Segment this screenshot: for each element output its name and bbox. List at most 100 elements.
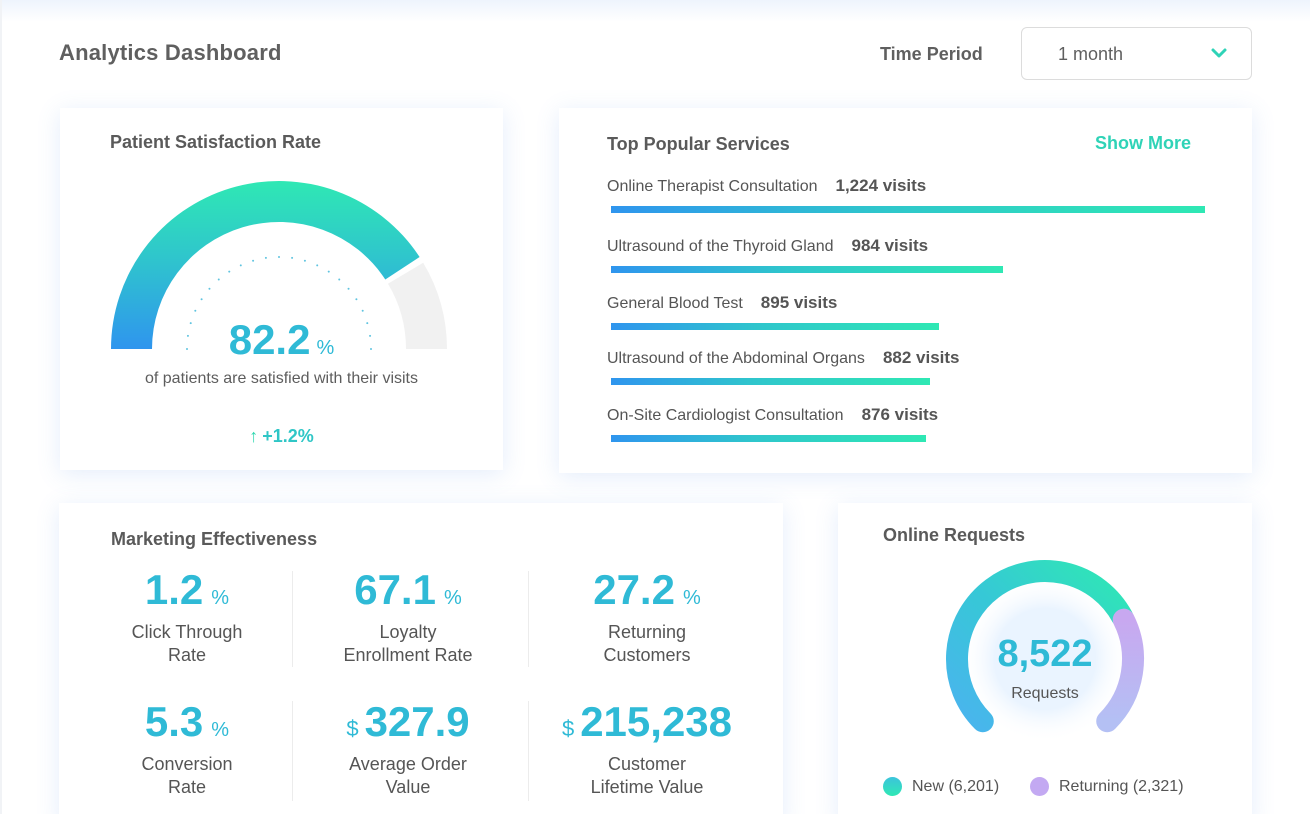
gauge-dot	[278, 256, 280, 258]
gauge-dot	[361, 309, 364, 312]
donut-segment-new	[946, 560, 1134, 733]
metric-value: 67.1	[354, 566, 436, 613]
gauge-dot	[252, 259, 255, 262]
gauge-dot	[316, 264, 319, 267]
metric-label: Rate	[167, 777, 207, 797]
service-bar	[611, 435, 926, 442]
satisfaction-change-value: +1.2%	[262, 426, 314, 446]
metric-value: 5.3	[144, 698, 204, 745]
divider	[528, 701, 529, 801]
service-visits: 895 visits	[760, 293, 838, 312]
satisfaction-value: 82.2%	[60, 316, 503, 364]
service-row: General Blood Test 895 visits	[607, 293, 1207, 330]
donut-glow	[961, 575, 1129, 743]
metric-label: Loyalty	[379, 622, 437, 642]
legend-item-new: New (6,201)	[883, 777, 999, 796]
requests-total: 8,522	[997, 633, 1093, 675]
service-bar	[611, 378, 930, 385]
card-title: Marketing Effectiveness	[111, 529, 318, 549]
top-shadow	[0, 0, 1310, 22]
gauge-dot	[369, 334, 372, 337]
gauge-dot	[303, 259, 306, 262]
metric-label: Customers	[603, 645, 691, 665]
metric-unit: %	[211, 719, 230, 741]
legend-dot-new	[883, 777, 902, 796]
metric-label: Returning	[607, 622, 687, 642]
metric-label: Conversion	[141, 754, 233, 774]
gauge-dot	[189, 322, 192, 325]
metric-currency: $	[346, 716, 359, 741]
legend-label: New (6,201)	[912, 777, 1000, 795]
metric-value: 327.9	[364, 698, 470, 745]
metric-currency: $	[561, 716, 575, 741]
service-bar	[611, 206, 1205, 213]
patient-satisfaction-card: Patient Satisfaction Rate 82.2% of patie…	[60, 108, 503, 470]
metric-value: 1.2	[144, 566, 204, 613]
show-more-link[interactable]: Show More	[1095, 133, 1192, 153]
service-bar	[611, 323, 939, 330]
arrow-up-icon: ↑	[249, 426, 259, 446]
metric-customer-lifetime-value: $215,238 Customer Lifetime Value	[529, 699, 765, 799]
gauge-dot	[327, 270, 330, 273]
gauge-dot	[217, 278, 220, 281]
gauge-dot	[291, 256, 294, 259]
metric-label: Average Order	[349, 754, 467, 774]
gauge-dot	[264, 256, 267, 259]
satisfaction-gauge	[111, 181, 447, 350]
satisfaction-number: 82.2	[228, 316, 311, 363]
legend-item-returning: Returning (2,321)	[1030, 777, 1184, 796]
gauge-dot	[239, 264, 242, 267]
card-title: Top Popular Services	[607, 134, 790, 154]
service-visits: 984 visits	[851, 236, 929, 255]
gauge-fill	[111, 181, 420, 349]
satisfaction-description: of patients are satisfied with their vis…	[144, 370, 418, 387]
service-name: Ultrasound of the Thyroid Gland	[607, 238, 834, 255]
satisfaction-unit: %	[316, 337, 335, 359]
time-period-select[interactable]: 1 month	[1021, 27, 1252, 80]
metric-click-through-rate: 1.2% Click Through Rate	[69, 567, 305, 667]
left-border	[0, 0, 2, 814]
gauge-dot	[194, 309, 197, 312]
gauge-dot	[228, 270, 231, 273]
divider	[292, 571, 293, 667]
gauge-dot	[347, 287, 350, 290]
service-name: General Blood Test	[607, 295, 743, 312]
metric-label: Customer	[607, 754, 687, 774]
requests-donut	[946, 560, 1144, 743]
service-visits: 882 visits	[882, 348, 960, 367]
time-period-label: Time Period	[880, 44, 983, 64]
metric-loyalty-enrollment-rate: 67.1% Loyalty Enrollment Rate	[290, 567, 526, 667]
online-requests-card: Online Requests 8,522 Requests New (6,20…	[838, 503, 1252, 814]
gauge-dot	[338, 278, 341, 281]
service-name: Online Therapist Consultation	[607, 178, 818, 195]
time-period-value: 1 month	[1058, 44, 1124, 64]
metric-value: 215,238	[580, 698, 733, 745]
metric-unit: %	[682, 587, 701, 609]
divider	[292, 701, 293, 801]
legend-label: Returning (2,321)	[1059, 777, 1184, 795]
service-row: Online Therapist Consultation 1,224 visit…	[607, 176, 1207, 213]
gauge-track	[387, 262, 447, 349]
gauge-dot	[200, 298, 203, 301]
metric-returning-customers: 27.2% Returning Customers	[529, 567, 765, 667]
service-row: On-Site Cardiologist Consultation 876 vis…	[607, 405, 1207, 442]
page-title: Analytics Dashboard	[59, 40, 282, 65]
metric-label: Lifetime Value	[590, 777, 704, 797]
service-name: On-Site Cardiologist Consultation	[607, 407, 844, 424]
metric-average-order-value: $327.9 Average Order Value	[290, 699, 526, 799]
gauge-dot	[186, 348, 188, 350]
donut-segment-returning	[1096, 608, 1144, 733]
service-row: Ultrasound of the Abdominal Organs 882 vi…	[607, 348, 1207, 385]
metric-value: 27.2	[593, 566, 675, 613]
chevron-down-icon	[1211, 48, 1227, 58]
service-visits: 1,224 visits	[835, 176, 927, 195]
gauge-dot	[366, 322, 369, 325]
legend-dot-returning	[1030, 777, 1049, 796]
service-visits: 876 visits	[861, 405, 939, 424]
metric-unit: %	[211, 587, 230, 609]
metric-label: Enrollment Rate	[343, 645, 473, 665]
card-title: Patient Satisfaction Rate	[110, 132, 322, 152]
metric-label: Value	[385, 777, 431, 797]
metric-label: Rate	[167, 645, 207, 665]
metric-conversion-rate: 5.3% Conversion Rate	[69, 699, 305, 799]
